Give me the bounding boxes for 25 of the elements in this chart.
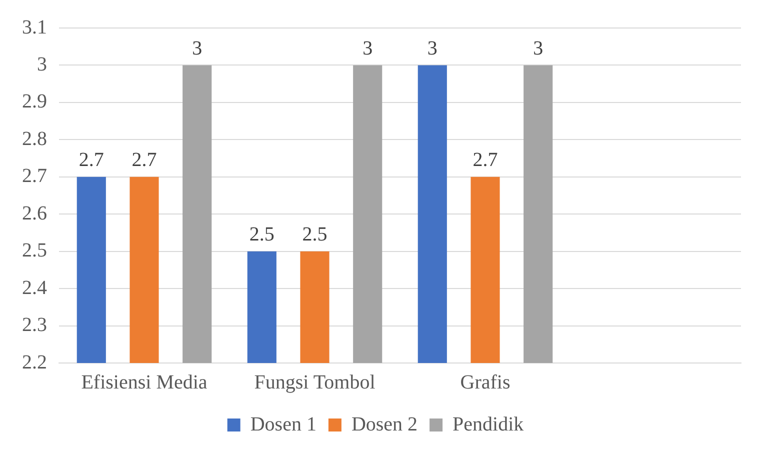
- data-label: 2.7: [472, 149, 498, 172]
- y-tick-label: 2.7: [22, 165, 47, 188]
- data-label: 3: [533, 37, 544, 60]
- y-tick-label: 2.2: [22, 351, 47, 374]
- x-tick-label: Efisiensi Media: [81, 371, 208, 394]
- y-tick-label: 2.5: [22, 240, 47, 262]
- y-tick-label: 3: [37, 53, 47, 76]
- data-label: 2.7: [78, 149, 104, 172]
- data-label: 3: [362, 37, 373, 60]
- data-label: 2.5: [249, 224, 274, 246]
- legend-label: Dosen 1: [250, 413, 316, 436]
- y-tick-label: 2.4: [22, 276, 47, 299]
- data-label: 2.5: [302, 224, 328, 246]
- data-label: 3: [427, 37, 438, 60]
- x-tick-label: Fungsi Tombol: [254, 371, 376, 394]
- data-label: 3: [192, 37, 202, 60]
- data-label: 2.7: [132, 149, 157, 172]
- y-tick-label: 2.8: [22, 128, 47, 150]
- y-tick-label: 2.3: [22, 314, 47, 336]
- legend-label: Dosen 2: [351, 413, 418, 436]
- x-tick-label: Grafis: [460, 371, 510, 394]
- legend-label: Pendidik: [452, 413, 524, 436]
- y-tick-label: 3.1: [22, 16, 47, 38]
- y-tick-label: 2.9: [22, 90, 47, 113]
- y-tick-label: 2.6: [22, 202, 47, 224]
